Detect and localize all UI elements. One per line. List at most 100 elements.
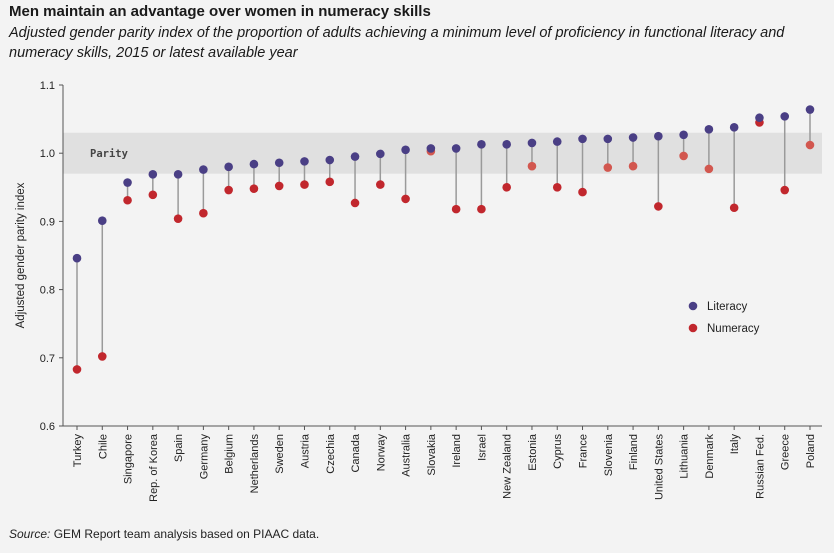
literacy-point xyxy=(629,133,638,142)
numeracy-point xyxy=(174,214,183,223)
category-label: Denmark xyxy=(704,434,716,479)
literacy-point xyxy=(780,112,789,121)
literacy-point xyxy=(477,140,486,149)
numeracy-point xyxy=(351,199,360,208)
literacy-point xyxy=(679,130,688,139)
y-axis-title: Adjusted gender parity index xyxy=(15,182,27,328)
numeracy-point xyxy=(275,182,284,191)
numeracy-point xyxy=(325,178,334,187)
literacy-point xyxy=(376,150,385,159)
literacy-point xyxy=(603,135,612,144)
literacy-point xyxy=(224,163,233,172)
category-label: Cyprus xyxy=(552,434,564,469)
literacy-point xyxy=(300,157,309,166)
y-tick-label: 0.6 xyxy=(40,421,55,433)
category-label: Greece xyxy=(780,434,792,470)
numeracy-point xyxy=(679,152,688,161)
numeracy-point xyxy=(73,365,82,374)
category-label: Italy xyxy=(729,434,741,455)
literacy-point xyxy=(806,105,815,114)
category-label: Sweden xyxy=(274,434,286,474)
numeracy-point xyxy=(300,180,309,189)
numeracy-point xyxy=(553,183,562,192)
numeracy-point xyxy=(477,205,486,214)
category-label: Estonia xyxy=(527,433,539,471)
legend-literacy-marker xyxy=(689,302,698,311)
numeracy-point xyxy=(578,188,587,197)
category-label: Slovenia xyxy=(603,433,615,476)
category-label: Singapore xyxy=(123,434,135,484)
category-label: New Zealand xyxy=(502,434,514,499)
category-label: Lithuania xyxy=(679,433,691,479)
category-label: Israel xyxy=(476,434,488,461)
literacy-point xyxy=(755,113,764,122)
literacy-point xyxy=(250,160,259,169)
literacy-point xyxy=(149,170,158,179)
category-label: Poland xyxy=(805,434,817,468)
literacy-point xyxy=(351,152,360,161)
literacy-point xyxy=(275,158,284,167)
literacy-point xyxy=(528,139,537,148)
literacy-point xyxy=(73,254,82,263)
dumbbell-chart: Parity 0.6 0.7 0.8 0.9 1.0 1.1 Adjusted gender … xyxy=(0,0,834,525)
literacy-point xyxy=(553,137,562,146)
category-label: Australia xyxy=(401,433,413,477)
literacy-point xyxy=(123,178,132,187)
numeracy-point xyxy=(654,202,663,211)
y-tick-label: 0.9 xyxy=(40,216,55,228)
numeracy-point xyxy=(199,209,208,218)
numeracy-point xyxy=(603,163,612,172)
source-note: Source: GEM Report team analysis based o… xyxy=(9,527,319,541)
literacy-point xyxy=(174,170,183,179)
source-prefix: Source: xyxy=(9,527,50,541)
category-label: Czechia xyxy=(325,433,337,474)
literacy-point xyxy=(705,125,714,134)
numeracy-point xyxy=(98,352,107,361)
numeracy-point xyxy=(629,162,638,171)
category-label: Chile xyxy=(97,434,109,459)
category-label: Austria xyxy=(299,433,311,468)
category-label: Spain xyxy=(173,434,185,462)
category-label: Germany xyxy=(198,434,210,480)
numeracy-point xyxy=(123,196,132,205)
parity-band-label: Parity xyxy=(90,148,129,160)
legend-numeracy-marker xyxy=(689,324,698,333)
y-tick-label: 0.8 xyxy=(40,285,55,297)
literacy-point xyxy=(578,135,587,144)
y-tick-label: 1.1 xyxy=(40,80,55,92)
category-label: France xyxy=(578,434,590,468)
y-tick-label: 1.0 xyxy=(40,148,55,160)
y-tick-label: 0.7 xyxy=(40,353,55,365)
numeracy-point xyxy=(502,183,511,192)
legend-literacy-label: Literacy xyxy=(707,301,748,313)
numeracy-point xyxy=(149,191,158,200)
literacy-point xyxy=(654,132,663,141)
numeracy-point xyxy=(401,195,410,204)
category-label: Canada xyxy=(350,433,362,472)
legend-numeracy-label: Numeracy xyxy=(707,323,760,335)
numeracy-point xyxy=(250,184,259,193)
numeracy-point xyxy=(452,205,461,214)
category-label: Russian Fed. xyxy=(754,434,766,499)
numeracy-point xyxy=(528,162,537,171)
category-label: Turkey xyxy=(72,434,84,468)
category-label: United States xyxy=(653,434,665,501)
numeracy-point xyxy=(730,203,739,212)
literacy-point xyxy=(98,216,107,225)
category-label: Finland xyxy=(628,434,640,470)
numeracy-point xyxy=(705,165,714,174)
literacy-point xyxy=(730,123,739,132)
literacy-point xyxy=(199,165,208,174)
category-label: Rep. of Korea xyxy=(148,433,160,502)
literacy-point xyxy=(502,140,511,149)
source-text: GEM Report team analysis based on PIAAC … xyxy=(54,527,319,541)
literacy-point xyxy=(452,144,461,153)
literacy-point xyxy=(325,156,334,165)
category-label: Netherlands xyxy=(249,434,261,494)
category-label: Ireland xyxy=(451,434,463,468)
category-label: Slovakia xyxy=(426,433,438,475)
numeracy-point xyxy=(376,180,385,189)
category-label: Norway xyxy=(375,434,387,472)
literacy-point xyxy=(401,145,410,154)
numeracy-point xyxy=(780,186,789,195)
